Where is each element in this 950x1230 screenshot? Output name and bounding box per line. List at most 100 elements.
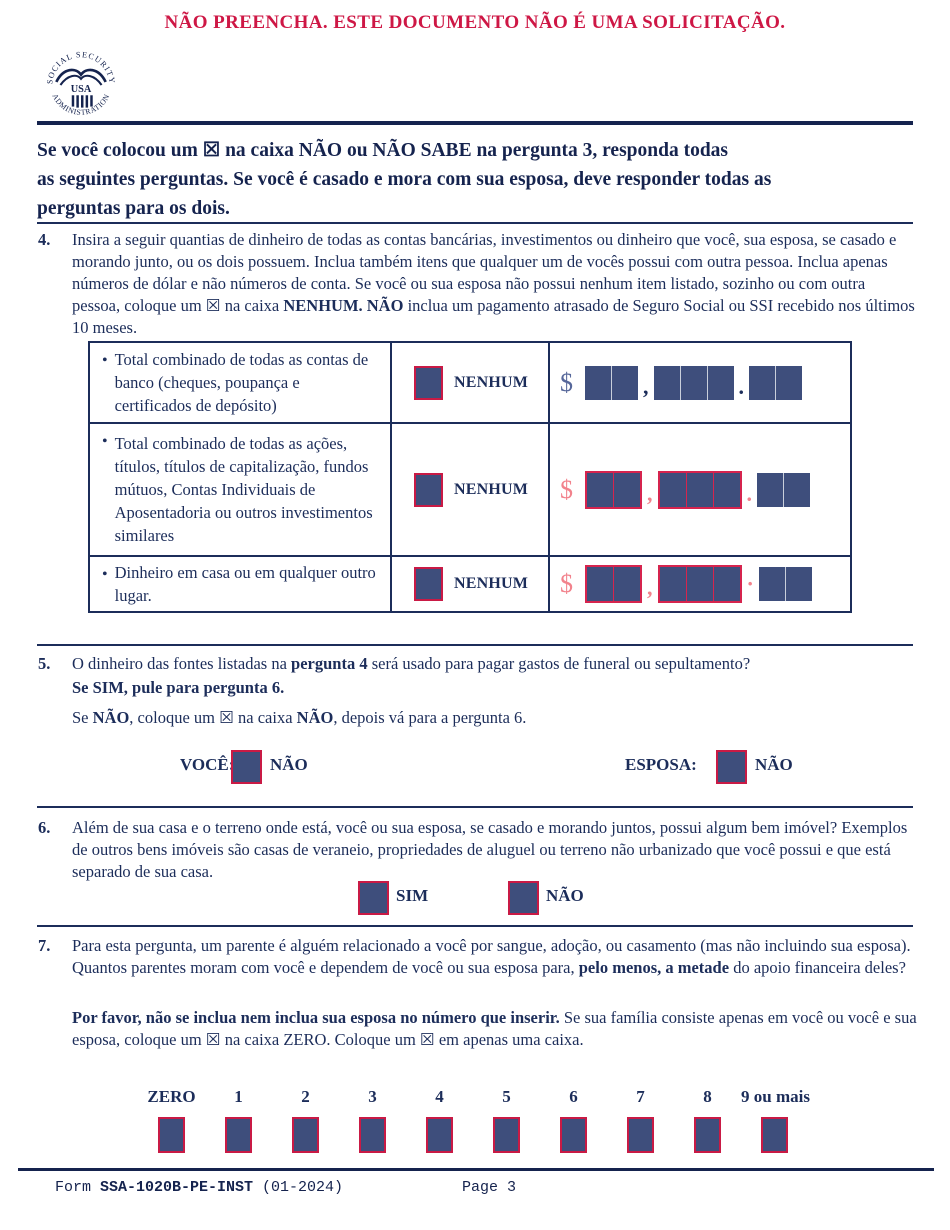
ssa-seal-logo: SOCIAL SECURITY ADMINISTRATION USA: [45, 48, 117, 127]
form-id: Form SSA-1020B-PE-INST (01-2024): [55, 1179, 344, 1196]
amount-digit-cell[interactable]: [613, 567, 640, 601]
relative-count-checkbox[interactable]: [627, 1117, 654, 1153]
question-7-note: Por favor, não se inclua nem inclua sua …: [72, 1008, 917, 1049]
intro-line-3: perguntas para os dois.: [37, 198, 230, 219]
seal-usa-text: USA: [71, 84, 92, 95]
amount-thousands-boxes[interactable]: [585, 470, 642, 509]
question-7-text: Para esta pergunta, um parente é alguém …: [72, 936, 911, 977]
amount-digit-cell[interactable]: [758, 567, 785, 601]
footer-divider: [18, 1168, 934, 1171]
amount-thousands-boxes[interactable]: [585, 565, 642, 603]
decimal-separator: .: [738, 373, 745, 399]
amount-field: $ , .: [550, 424, 850, 555]
section-divider: [37, 806, 913, 808]
do-not-fill-warning: NÃO PREENCHA. ESTE DOCUMENTO NÃO É UMA S…: [164, 12, 786, 33]
amount-digit-cell[interactable]: [712, 567, 740, 601]
asset-row-label: Total combinado de todas as contas de ba…: [114, 350, 369, 415]
question-4-text: Insira a seguir quantias de dinheiro de …: [72, 230, 915, 337]
amount-digit-cell[interactable]: [784, 567, 812, 601]
intro-line-2: as seguintes perguntas. Se você é casado…: [37, 169, 772, 190]
comma-separator: ,: [643, 373, 649, 399]
amount-cents-boxes[interactable]: [758, 567, 812, 601]
bullet-icon: •: [102, 566, 108, 583]
amount-field: $ , ·: [550, 557, 850, 611]
question-7-number: 7.: [38, 936, 51, 955]
amount-digit-cell[interactable]: [757, 472, 783, 507]
nenhum-checkbox[interactable]: [414, 365, 443, 400]
amount-digit-cell[interactable]: [653, 365, 680, 400]
relative-count-checkbox[interactable]: [761, 1117, 788, 1153]
comma-separator: ,: [647, 480, 653, 506]
you-label: VOCÊ:: [180, 755, 235, 774]
q6-no-checkbox[interactable]: [508, 881, 539, 915]
relative-count-label: 4: [435, 1087, 444, 1106]
relative-count-checkbox[interactable]: [292, 1117, 319, 1153]
nenhum-label: NENHUM: [454, 575, 529, 592]
relative-count-checkbox[interactable]: [359, 1117, 386, 1153]
amount-cents-boxes[interactable]: [749, 365, 802, 400]
amount-digit-cell[interactable]: [712, 472, 740, 507]
relative-count-label: 7: [636, 1087, 645, 1106]
amount-digit-cell[interactable]: [783, 472, 810, 507]
relative-count-checkbox[interactable]: [694, 1117, 721, 1153]
amount-digit-cell[interactable]: [685, 472, 713, 507]
amount-dollars-boxes[interactable]: [653, 365, 734, 400]
amount-digit-cell[interactable]: [679, 365, 707, 400]
bullet-icon: •: [102, 352, 108, 369]
relative-count-checkbox[interactable]: [426, 1117, 453, 1153]
relative-count-checkbox[interactable]: [560, 1117, 587, 1153]
amount-digit-cell[interactable]: [706, 365, 734, 400]
relative-count-label: 1: [234, 1087, 243, 1106]
question-5-number: 5.: [38, 654, 51, 673]
section-divider: [37, 644, 913, 646]
you-no-label: NÃO: [270, 755, 308, 774]
dollar-sign: $: [560, 367, 573, 397]
assets-table: • Total combinado de todas as contas de …: [88, 341, 852, 613]
page-number: Page 3: [462, 1179, 517, 1196]
nenhum-label: NENHUM: [454, 373, 529, 391]
amount-digit-cell[interactable]: [587, 567, 613, 601]
nenhum-label: NENHUM: [454, 480, 529, 498]
nenhum-checkbox[interactable]: [414, 472, 443, 507]
asset-row-label: Total combinado de todas as ações, títul…: [114, 434, 373, 545]
question-5-no-note: Se NÃO, coloque um ☒ na caixa NÃO, depoi…: [72, 708, 527, 727]
decimal-separator: ·: [746, 571, 754, 596]
form-number: SSA-1020B-PE-INST: [100, 1179, 254, 1196]
relative-count-label: 9 ou mais: [741, 1087, 810, 1106]
amount-digit-cell[interactable]: [587, 472, 613, 507]
amount-digit-cell[interactable]: [749, 365, 775, 400]
relative-count-checkbox[interactable]: [225, 1117, 252, 1153]
decimal-separator: .: [746, 480, 753, 506]
nenhum-checkbox[interactable]: [414, 567, 443, 601]
amount-dollars-boxes[interactable]: [657, 470, 742, 509]
amount-digit-cell[interactable]: [685, 567, 713, 601]
relative-count-checkbox[interactable]: [493, 1117, 520, 1153]
spouse-no-checkbox[interactable]: [716, 750, 747, 784]
table-row-investments: • Total combinado de todas as ações, tít…: [90, 422, 850, 555]
relative-count-label: 3: [368, 1087, 377, 1106]
amount-digit-cell[interactable]: [659, 472, 686, 507]
you-no-checkbox[interactable]: [231, 750, 262, 784]
amount-dollars-boxes[interactable]: [657, 565, 742, 603]
amount-digit-cell[interactable]: [585, 365, 611, 400]
relative-count-label: 8: [703, 1087, 712, 1106]
amount-digit-cell[interactable]: [659, 567, 686, 601]
amount-digit-cell[interactable]: [775, 365, 802, 400]
relative-count-label: 6: [569, 1087, 578, 1106]
dollar-sign: $: [560, 474, 573, 504]
relative-count-checkbox[interactable]: [158, 1117, 185, 1153]
amount-digit-cell[interactable]: [613, 472, 640, 507]
relative-count-label: 2: [301, 1087, 310, 1106]
spouse-label: ESPOSA:: [625, 755, 697, 774]
amount-thousands-boxes[interactable]: [585, 365, 638, 400]
bullet-icon: •: [102, 433, 108, 450]
question-4-number: 4.: [38, 230, 51, 249]
question-5-text: O dinheiro das fontes listadas na pergun…: [72, 654, 751, 673]
q6-yes-checkbox[interactable]: [358, 881, 389, 915]
amount-cents-boxes[interactable]: [757, 472, 810, 507]
relative-count-label: ZERO: [147, 1087, 196, 1106]
section-divider: [37, 925, 913, 927]
dollar-sign: $: [560, 569, 573, 598]
amount-digit-cell[interactable]: [611, 365, 638, 400]
